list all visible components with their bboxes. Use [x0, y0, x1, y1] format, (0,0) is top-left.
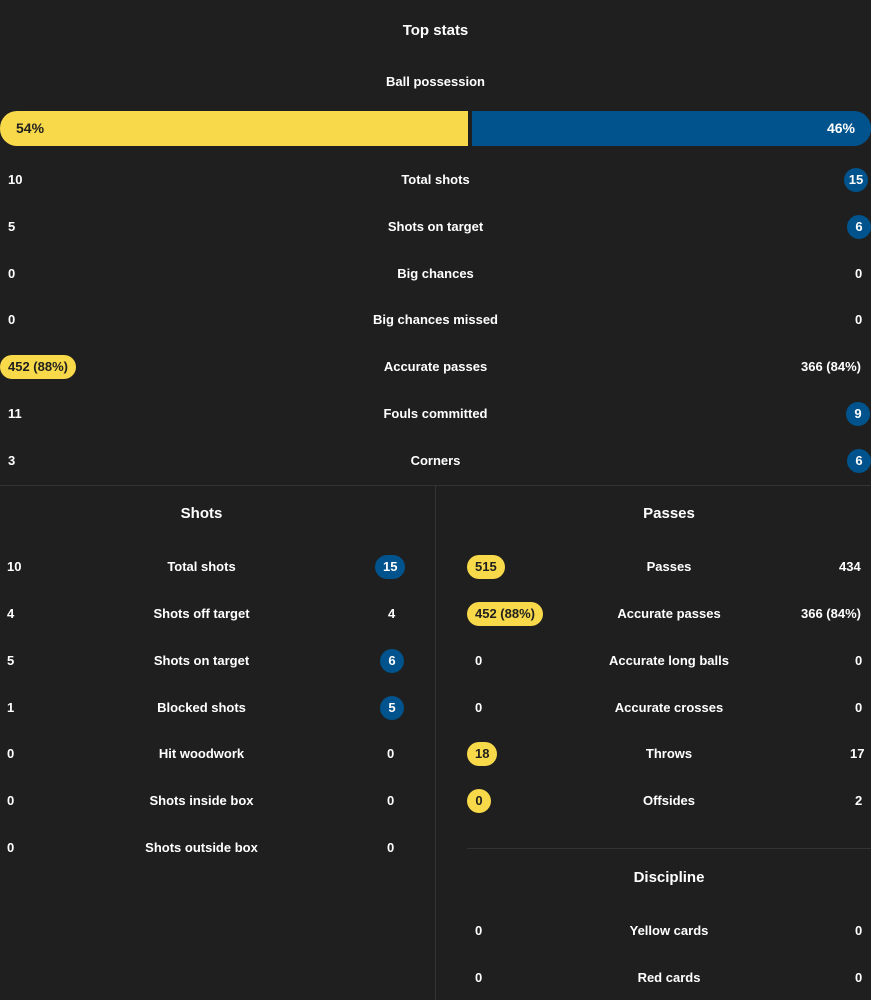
shots-away-value: 4 [388, 606, 396, 621]
top-stat-away-value: 0 [855, 312, 863, 327]
discipline-title: Discipline [633, 869, 705, 886]
passes-label: Offsides [642, 793, 695, 808]
top-stat-label: Total shots [401, 172, 470, 187]
top-stat-home-value: 3 [8, 453, 16, 468]
shots-label: Blocked shots [157, 700, 246, 715]
shots-label: Shots outside box [145, 840, 258, 855]
passes-away-value: 0 [855, 653, 863, 668]
top-stat-label: Big chances missed [373, 312, 498, 327]
top-stat-away-value: 0 [855, 266, 863, 281]
top-stat-label: Corners [410, 453, 461, 468]
possession-home-value: 54% [16, 120, 45, 136]
top-stat-away-value: 9 [846, 402, 870, 426]
possession-away-value: 46% [826, 120, 855, 136]
possession-bar-away: 46% [472, 111, 871, 146]
shots-label: Hit woodwork [158, 746, 245, 761]
shots-home-value: 0 [7, 746, 15, 761]
passes-home-value: 0 [475, 653, 483, 668]
shots-label: Shots on target [153, 653, 250, 668]
passes-title: Passes [643, 505, 695, 522]
shots-label: Total shots [167, 559, 236, 574]
discipline-away-value: 0 [855, 923, 863, 938]
discipline-home-value: 0 [475, 970, 483, 985]
discipline-divider [467, 848, 871, 849]
possession-bar-home: 54% [0, 111, 468, 146]
discipline-label: Yellow cards [629, 923, 709, 938]
passes-away-value: 0 [855, 700, 863, 715]
top-stat-home-value: 452 (88%) [0, 355, 76, 379]
passes-away-value: 366 (84%) [801, 606, 861, 621]
top-stat-away-value: 6 [847, 215, 871, 239]
shots-away-value: 15 [375, 555, 406, 579]
top-stat-away-value: 6 [847, 449, 871, 473]
top-stats-title: Top stats [402, 22, 469, 39]
passes-label: Accurate passes [617, 606, 721, 621]
shots-label: Shots inside box [149, 793, 254, 808]
top-stat-home-value: 0 [8, 266, 16, 281]
passes-away-value: 17 [850, 746, 865, 761]
passes-label: Throws [645, 746, 693, 761]
shots-home-value: 4 [7, 606, 15, 621]
top-stat-away-value: 366 (84%) [801, 359, 861, 374]
shots-away-value: 0 [387, 840, 395, 855]
column-divider [435, 486, 436, 1000]
passes-home-value: 18 [467, 742, 498, 766]
passes-label: Passes [646, 559, 692, 574]
top-stat-label: Fouls committed [383, 406, 488, 421]
top-stat-home-value: 11 [8, 406, 22, 421]
shots-away-value: 6 [380, 649, 404, 673]
shots-label: Shots off target [153, 606, 250, 621]
passes-away-value: 2 [855, 793, 863, 808]
passes-label: Accurate long balls [609, 653, 729, 668]
shots-away-value: 5 [380, 696, 404, 720]
top-stat-label: Accurate passes [383, 359, 488, 374]
shots-away-value: 0 [387, 746, 395, 761]
discipline-label: Red cards [637, 970, 701, 985]
passes-home-value: 452 (88%) [467, 602, 543, 626]
top-stat-label: Shots on target [387, 219, 484, 234]
passes-home-value: 0 [467, 789, 491, 813]
top-stat-home-value: 10 [8, 172, 23, 187]
passes-home-value: 0 [475, 700, 483, 715]
passes-away-value: 434 [839, 559, 861, 574]
top-stat-away-value: 15 [844, 168, 868, 192]
section-divider [0, 485, 871, 486]
top-stat-home-value: 5 [8, 219, 16, 234]
passes-label: Accurate crosses [614, 700, 724, 715]
shots-title: Shots [180, 505, 223, 522]
shots-home-value: 5 [7, 653, 15, 668]
shots-home-value: 10 [7, 559, 22, 574]
discipline-home-value: 0 [475, 923, 483, 938]
top-stat-home-value: 0 [8, 312, 16, 327]
top-stat-label: Big chances [397, 266, 474, 281]
shots-home-value: 0 [7, 793, 15, 808]
shots-away-value: 0 [387, 793, 395, 808]
shots-home-value: 0 [7, 840, 15, 855]
possession-label: Ball possession [386, 74, 485, 89]
discipline-away-value: 0 [855, 970, 863, 985]
passes-home-value: 515 [467, 555, 505, 579]
shots-home-value: 1 [7, 700, 15, 715]
